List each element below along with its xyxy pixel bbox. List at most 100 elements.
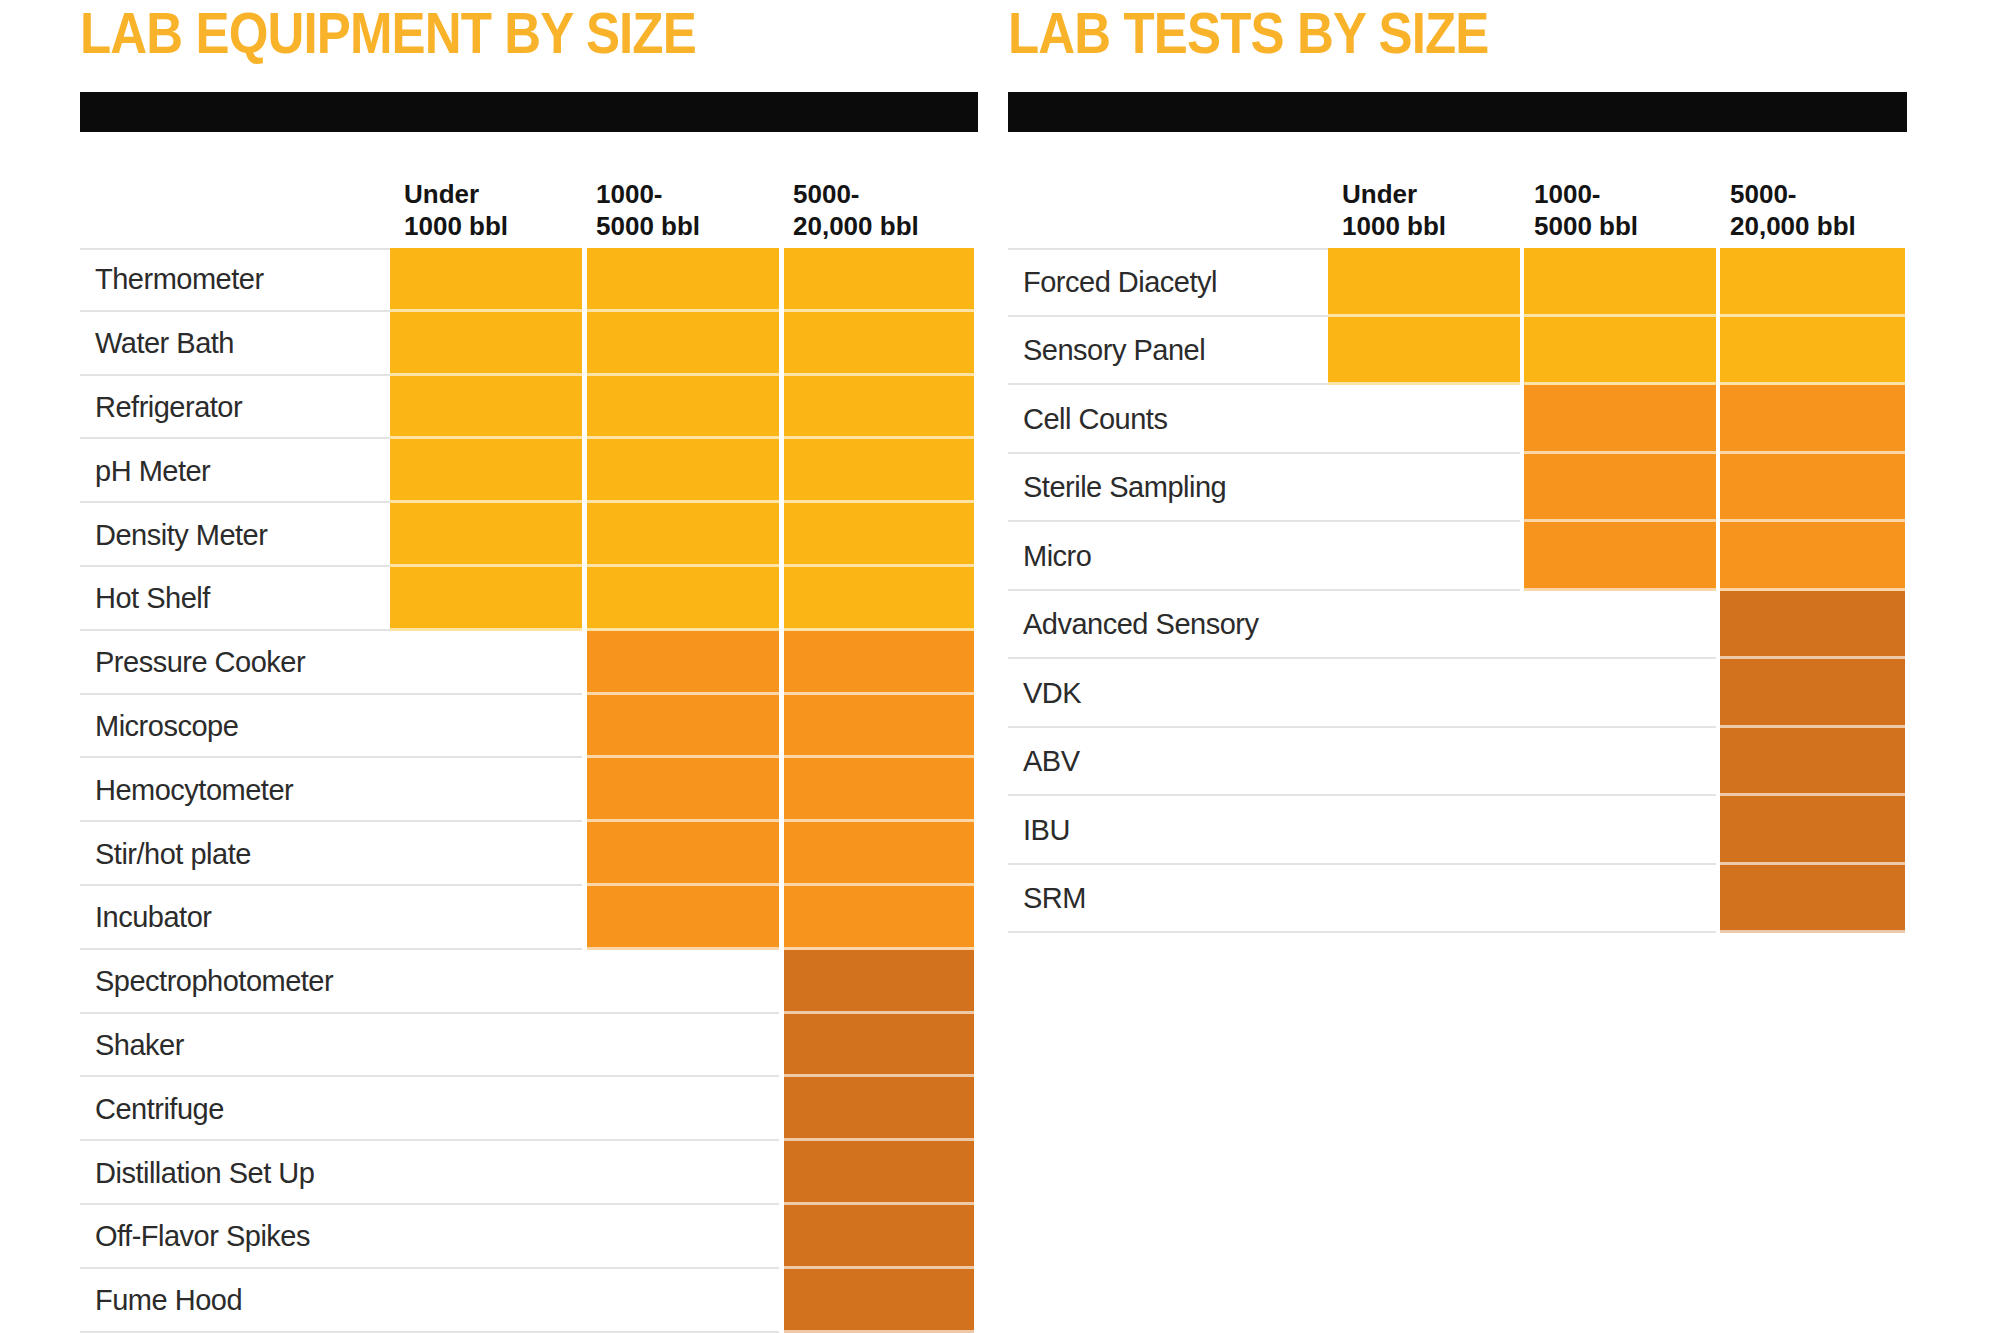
matrix-cell-empty <box>1524 796 1716 865</box>
matrix-cell-filled <box>1524 454 1716 523</box>
row-label: Cell Counts <box>1008 385 1328 454</box>
panel-title-lab-tests: LAB TESTS BY SIZE <box>1008 4 1488 62</box>
row-label: Density Meter <box>80 503 390 567</box>
matrix-row: Incubator <box>80 886 978 950</box>
row-label: Spectrophotometer <box>80 950 390 1014</box>
matrix-cell-filled <box>784 822 974 886</box>
row-label: Sterile Sampling <box>1008 454 1328 523</box>
column-headers: Under 1000 bbl 1000- 5000 bbl 5000- 20,0… <box>80 178 978 242</box>
row-label: Shaker <box>80 1014 390 1078</box>
matrix-cell-empty <box>390 1014 582 1078</box>
matrix-cell-empty <box>1328 454 1520 523</box>
matrix-row: VDK <box>1008 659 1907 728</box>
matrix-cell-filled <box>784 312 974 376</box>
matrix-cell-empty <box>390 1269 582 1333</box>
matrix-cell-empty <box>587 1269 779 1333</box>
header-spacer <box>1008 178 1328 242</box>
matrix-row: Cell Counts <box>1008 385 1907 454</box>
matrix-cell-filled <box>1328 248 1520 317</box>
matrix-cell-filled <box>390 312 582 376</box>
matrix-cell-empty <box>1524 659 1716 728</box>
row-label: pH Meter <box>80 439 390 503</box>
matrix-cell-filled <box>784 631 974 695</box>
matrix-cell-filled <box>587 503 779 567</box>
matrix-cell-empty <box>390 886 582 950</box>
matrix-cell-empty <box>390 1141 582 1205</box>
matrix-cell-filled <box>587 248 779 312</box>
matrix-cell-empty <box>1524 591 1716 660</box>
matrix-cell-filled <box>587 631 779 695</box>
row-divider-line <box>80 1331 779 1333</box>
row-label: ABV <box>1008 728 1328 797</box>
column-header-5000-20000-bbl: 5000- 20,000 bbl <box>1716 178 1905 242</box>
column-header-1000-5000-bbl: 1000- 5000 bbl <box>1520 178 1716 242</box>
row-label: Micro <box>1008 522 1328 591</box>
column-header-5000-20000-bbl: 5000- 20,000 bbl <box>779 178 974 242</box>
row-label: Thermometer <box>80 248 390 312</box>
matrix-cell-filled <box>784 376 974 440</box>
row-divider-line <box>1008 248 1328 250</box>
matrix-cell-empty <box>1328 865 1520 934</box>
matrix-cell-filled <box>1720 317 1905 386</box>
panel-lab-tests: LAB TESTS BY SIZE Under 1000 bbl 1000- 5… <box>1008 0 1907 1333</box>
column-header-under-1000-bbl: Under 1000 bbl <box>390 178 582 242</box>
matrix-cell-empty <box>1328 796 1520 865</box>
matrix-cell-empty <box>1328 659 1520 728</box>
matrix-cell-empty <box>390 695 582 759</box>
column-header-under-1000-bbl: Under 1000 bbl <box>1328 178 1520 242</box>
matrix-cell-filled <box>587 376 779 440</box>
matrix-cell-filled <box>587 312 779 376</box>
matrix-cell-filled <box>784 567 974 631</box>
matrix-row: Microscope <box>80 695 978 759</box>
matrix-cell-filled <box>390 439 582 503</box>
row-label: Refrigerator <box>80 376 390 440</box>
row-label: Incubator <box>80 886 390 950</box>
matrix-cell-filled <box>1720 522 1905 591</box>
matrix-row: Off-Flavor Spikes <box>80 1205 978 1269</box>
matrix-cell-filled <box>784 695 974 759</box>
matrix-row: ABV <box>1008 728 1907 797</box>
row-label: Pressure Cooker <box>80 631 390 695</box>
matrix-cell-filled <box>587 886 779 950</box>
matrix-row: Distillation Set Up <box>80 1141 978 1205</box>
matrix-cell-filled <box>784 1141 974 1205</box>
matrix-cell-empty <box>390 822 582 886</box>
column-headers: Under 1000 bbl 1000- 5000 bbl 5000- 20,0… <box>1008 178 1907 242</box>
matrix-cell-filled <box>587 567 779 631</box>
matrix-cell-empty <box>1524 728 1716 797</box>
matrix-cell-filled <box>784 950 974 1014</box>
matrix-cell-filled <box>784 503 974 567</box>
matrix-cell-filled <box>784 1205 974 1269</box>
infographic-canvas: LAB EQUIPMENT BY SIZE Under 1000 bbl 100… <box>0 0 2000 1333</box>
matrix-row: Shaker <box>80 1014 978 1078</box>
matrix-row: Refrigerator <box>80 376 978 440</box>
matrix-row: Density Meter <box>80 503 978 567</box>
row-label: SRM <box>1008 865 1328 934</box>
matrix-cell-empty <box>1328 591 1520 660</box>
row-label: Microscope <box>80 695 390 759</box>
matrix-cell-filled <box>1720 796 1905 865</box>
title-underline-bar <box>80 92 978 132</box>
row-label: Sensory Panel <box>1008 317 1328 386</box>
matrix-cell-empty <box>587 950 779 1014</box>
panel-lab-equipment: LAB EQUIPMENT BY SIZE Under 1000 bbl 100… <box>80 0 978 1333</box>
matrix-row: Sensory Panel <box>1008 317 1907 386</box>
matrix-cell-filled <box>1328 317 1520 386</box>
row-label: VDK <box>1008 659 1328 728</box>
matrix-cell-empty <box>587 1141 779 1205</box>
matrix-row: Hemocytometer <box>80 758 978 822</box>
matrix-cell-empty <box>1524 865 1716 934</box>
matrix-cell-empty <box>1328 385 1520 454</box>
row-label: Fume Hood <box>80 1269 390 1333</box>
matrix-row: Fume Hood <box>80 1269 978 1333</box>
row-label: Hot Shelf <box>80 567 390 631</box>
matrix-row: Sterile Sampling <box>1008 454 1907 523</box>
matrix-row: Forced Diacetyl <box>1008 248 1907 317</box>
column-header-1000-5000-bbl: 1000- 5000 bbl <box>582 178 779 242</box>
matrix-row: Water Bath <box>80 312 978 376</box>
matrix-cell-empty <box>390 1205 582 1269</box>
matrix-rows: ThermometerWater BathRefrigeratorpH Mete… <box>80 248 978 1333</box>
header-spacer <box>80 178 390 242</box>
matrix-cell-filled <box>1524 317 1716 386</box>
matrix-row: Advanced Sensory <box>1008 591 1907 660</box>
